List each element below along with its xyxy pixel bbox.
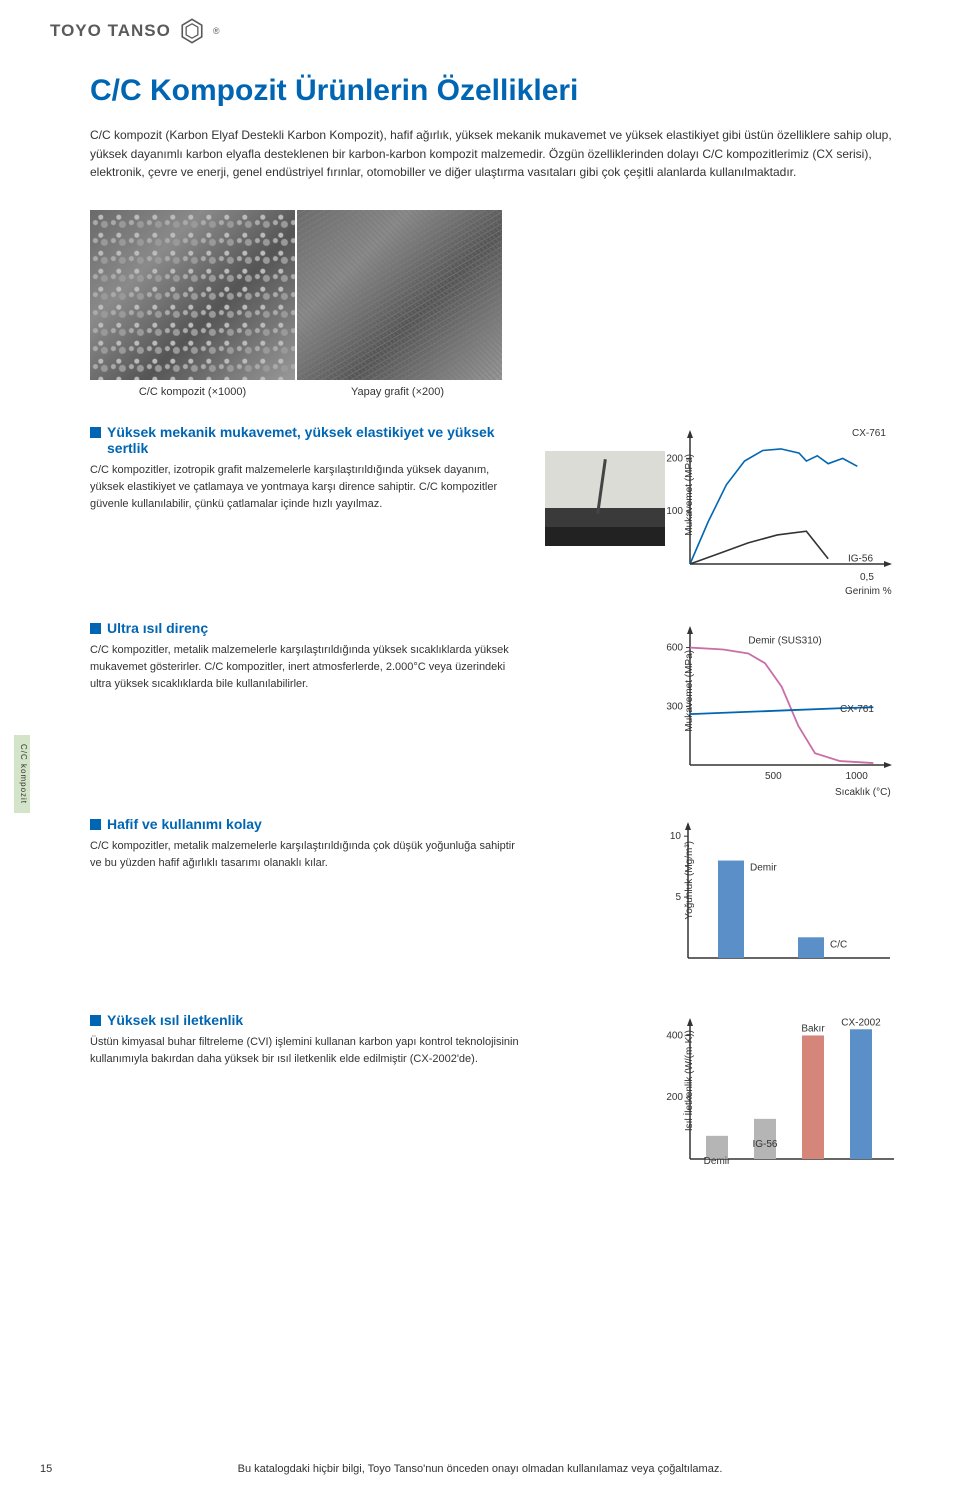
svg-text:CX-761: CX-761 [840, 704, 874, 715]
sem-image-cc [90, 210, 295, 380]
svg-text:IG-56: IG-56 [848, 553, 873, 564]
svg-text:Bakır: Bakır [801, 1023, 825, 1034]
bullet-icon [90, 623, 101, 634]
photo-col [540, 424, 670, 574]
section-heat-resistance: Ultra ısıl direnç C/C kompozitler, metal… [90, 620, 900, 770]
chart-conductivity: Isıl İletkenlik (W/(m·K)) 200400DemirIG-… [690, 1012, 900, 1162]
svg-text:200: 200 [666, 453, 683, 464]
logo-icon [179, 18, 205, 44]
image-captions: C/C kompozit (×1000) Yapay grafit (×200) [90, 386, 960, 398]
chart2-svg: 300 600 500 1000 Demir (SUS310) CX-761 Sıcaklı… [660, 620, 900, 805]
svg-text:1000: 1000 [846, 771, 869, 782]
svg-text:IG-56: IG-56 [752, 1139, 777, 1150]
svg-text:CX-2002: CX-2002 [841, 1017, 881, 1028]
section-body: C/C kompozitler, izotropik grafit malzem… [90, 462, 520, 513]
svg-text:Demir (SUS310): Demir (SUS310) [748, 635, 821, 646]
svg-text:100: 100 [666, 506, 683, 517]
sem-images [90, 210, 960, 380]
bullet-icon [90, 1015, 101, 1026]
svg-text:400: 400 [666, 1030, 683, 1041]
sem-image-graphite [297, 210, 502, 380]
section-body: C/C kompozitler, metalik malzemelerle ka… [90, 838, 520, 872]
page-title: C/C Kompozit Ürünlerin Özellikleri [90, 74, 960, 108]
trademark: ® [213, 26, 220, 36]
svg-text:600: 600 [666, 642, 683, 653]
svg-text:Demir: Demir [750, 862, 777, 873]
section-title: Ultra ısıl direnç [90, 620, 520, 636]
caption-left: C/C kompozit (×1000) [90, 386, 295, 398]
chart3-svg: 5 10 Demir C/C [660, 816, 900, 976]
side-tab: C/C kompozit [14, 735, 30, 813]
svg-text:500: 500 [765, 771, 782, 782]
section-body: C/C kompozitler, metalik malzemelerle ka… [90, 642, 520, 693]
caption-right: Yapay grafit (×200) [295, 386, 500, 398]
section-thermal-conductivity: Yüksek ısıl iletkenlik Üstün kimyasal bu… [90, 1012, 900, 1162]
intro-paragraph: C/C kompozit (Karbon Elyaf Destekli Karb… [90, 126, 900, 182]
chart4-svg: 200 400 Demir IG-56 Bakır CX-2002 [660, 1012, 900, 1177]
svg-text:Demir: Demir [704, 1156, 731, 1167]
bullet-icon [90, 819, 101, 830]
svg-text:0,5: 0,5 [860, 572, 874, 583]
sections: Yüksek mekanik mukavemet, yüksek elastik… [90, 424, 900, 1162]
svg-text:CX-761: CX-761 [852, 428, 886, 439]
section-strength: Yüksek mekanik mukavemet, yüksek elastik… [90, 424, 900, 574]
svg-text:5: 5 [675, 892, 681, 903]
svg-text:300: 300 [666, 701, 683, 712]
section-title: Yüksek mekanik mukavemet, yüksek elastik… [90, 424, 520, 456]
section-body: Üstün kimyasal buhar filtreleme (CVI) iş… [90, 1034, 520, 1068]
svg-text:200: 200 [666, 1092, 683, 1103]
section-title: Hafif ve kullanımı kolay [90, 816, 520, 832]
section-lightweight: Hafif ve kullanımı kolay C/C kompozitler… [90, 816, 900, 966]
svg-text:C/C: C/C [830, 939, 847, 950]
chart-heat: Mukavemet (MPa) 3006005001000Demir (SUS3… [690, 620, 900, 770]
header: TOYO TANSO ® [0, 0, 960, 44]
svg-text:10: 10 [670, 831, 682, 842]
nail-test-image [545, 451, 665, 546]
footer-disclaimer: Bu katalogdaki hiçbir bilgi, Toyo Tanso'… [0, 1463, 960, 1475]
chart1-svg: 100 200 CX-761 IG-56 0,5 Gerinim % [660, 424, 900, 599]
bullet-icon [90, 427, 101, 438]
svg-text:Gerinim %: Gerinim % [845, 586, 892, 597]
chart-density: Yoğunluk (Mg/m³) 510DemirC/C [690, 816, 900, 966]
chart-strength: Mukavemet (MPa) 100200CX-761IG-560,5Geri… [690, 424, 900, 574]
section-title: Yüksek ısıl iletkenlik [90, 1012, 520, 1028]
brand-name: TOYO TANSO [50, 21, 171, 41]
svg-text:Sıcaklık (°C): Sıcaklık (°C) [835, 787, 891, 798]
